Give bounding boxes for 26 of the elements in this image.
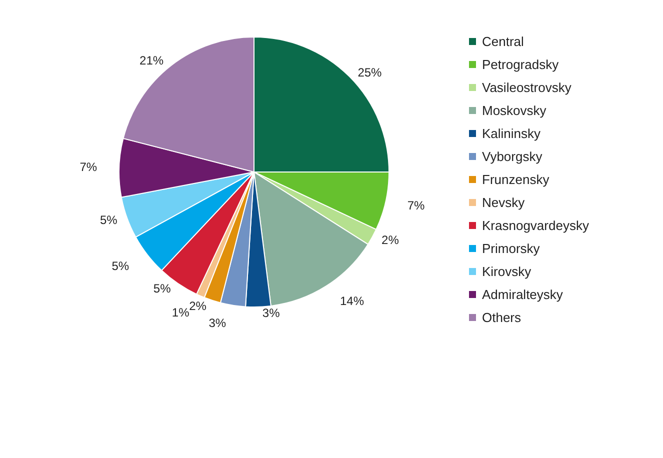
legend-label: Vasileostrovsky (482, 80, 572, 95)
legend-label: Moskovsky (482, 103, 547, 118)
data-label: 21% (140, 54, 164, 68)
data-label: 25% (358, 65, 382, 80)
legend-label: Vyborgsky (482, 149, 543, 164)
data-label: 7% (407, 198, 425, 212)
data-label: 2% (189, 299, 207, 314)
legend-label: Admiralteysky (482, 287, 564, 302)
legend-label: Kirovsky (482, 264, 532, 279)
data-label: 14% (340, 294, 364, 308)
data-label: 5% (153, 282, 172, 296)
legend-label: Central (482, 34, 524, 49)
legend-label: Primorsky (482, 241, 540, 256)
legend-label: Nevsky (482, 195, 526, 210)
data-label: 3% (262, 306, 280, 320)
data-label: 3% (208, 316, 226, 330)
legend-label: Kalininsky (482, 126, 542, 141)
legend-label: Frunzensky (482, 172, 550, 187)
data-label: 1% (172, 305, 190, 320)
data-label: 7% (80, 160, 98, 174)
data-label: 5% (112, 258, 130, 273)
legend-label: Krasnogvardeysky (482, 218, 590, 233)
legend-label: Others (482, 310, 522, 325)
data-label: 2% (382, 232, 400, 247)
legend-label: Petrogradsky (482, 57, 560, 72)
data-label: 5% (100, 212, 118, 227)
